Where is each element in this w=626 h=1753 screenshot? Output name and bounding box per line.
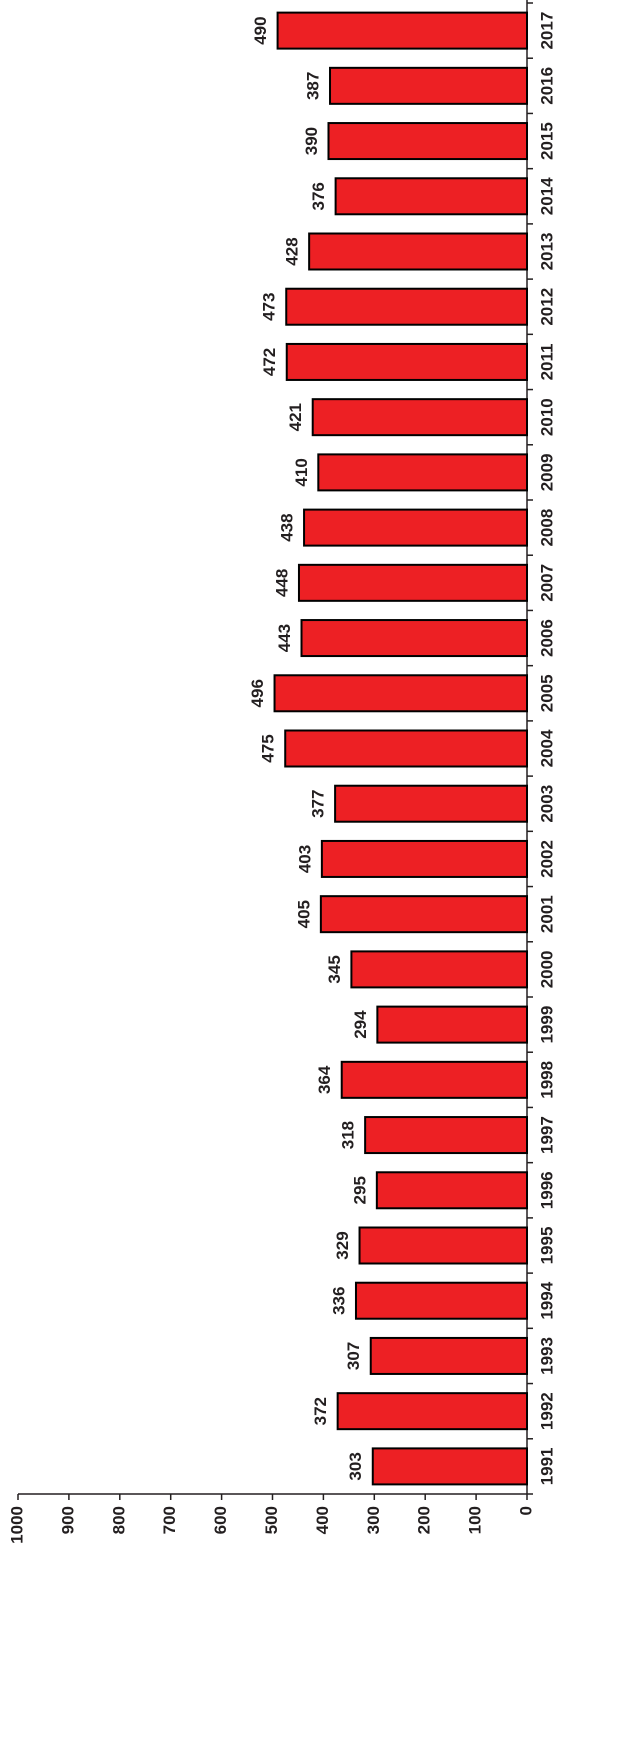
- y-tick-label: 1000: [7, 1506, 26, 1544]
- x-tick-label: 2002: [537, 840, 556, 878]
- bar: [376, 1005, 528, 1044]
- y-tick-label: 0: [516, 1506, 535, 1515]
- x-tick-label: 2008: [537, 509, 556, 547]
- value-label: 438: [278, 513, 297, 541]
- bar: [285, 342, 529, 381]
- y-tick-label: 200: [415, 1506, 434, 1534]
- value-label: 390: [302, 127, 321, 155]
- bar: [327, 122, 528, 161]
- bar: [371, 1447, 529, 1486]
- value-label: 475: [259, 734, 278, 762]
- bar: [284, 729, 528, 768]
- bar: [300, 619, 528, 658]
- x-tick-label: 2007: [537, 564, 556, 602]
- bar: [319, 895, 529, 934]
- value-label: 364: [315, 1065, 334, 1094]
- bar: [350, 950, 528, 989]
- x-tick-label: 1993: [537, 1337, 556, 1375]
- value-label: 377: [309, 790, 328, 818]
- y-tick-label: 700: [160, 1506, 179, 1534]
- y-tick-label: 900: [58, 1506, 77, 1534]
- y-tick-label: 800: [109, 1506, 128, 1534]
- x-tick-label: 2010: [537, 398, 556, 436]
- value-label: 405: [294, 900, 313, 928]
- x-tick-label: 2014: [537, 177, 556, 215]
- y-tick-label: 500: [262, 1506, 281, 1534]
- x-tick-label: 2011: [537, 343, 556, 380]
- bar: [308, 232, 529, 271]
- x-tick-label: 1992: [537, 1392, 556, 1430]
- bar: [285, 287, 529, 326]
- x-tick-label: 2004: [537, 729, 556, 767]
- x-tick-label: 2016: [537, 67, 556, 105]
- bar: [334, 784, 528, 823]
- x-tick-label: 1995: [537, 1227, 556, 1265]
- bar: [334, 177, 528, 216]
- bar: [354, 1281, 529, 1320]
- value-label: 318: [339, 1121, 358, 1149]
- x-tick-label: 2009: [537, 453, 556, 491]
- x-tick-label: 2015: [537, 122, 556, 160]
- value-label: 295: [350, 1176, 369, 1204]
- x-tick-label: 1997: [537, 1116, 556, 1154]
- value-label: 307: [344, 1342, 363, 1370]
- x-tick-label: 2006: [537, 619, 556, 657]
- value-label: 403: [295, 845, 314, 873]
- y-tick-label: 400: [313, 1506, 332, 1534]
- x-tick-label: 2003: [537, 785, 556, 823]
- x-tick-label: 2005: [537, 674, 556, 712]
- y-tick-label: 300: [364, 1506, 383, 1534]
- bar: [317, 453, 528, 492]
- value-label: 473: [260, 293, 279, 321]
- x-tick-label: 1996: [537, 1171, 556, 1209]
- x-tick-label: 2013: [537, 233, 556, 271]
- value-label: 376: [309, 182, 328, 210]
- bar: [336, 1392, 529, 1431]
- bar: [364, 1116, 528, 1155]
- x-tick-label: 2000: [537, 950, 556, 988]
- y-tick-label: 100: [466, 1506, 485, 1534]
- bar: [297, 563, 528, 602]
- value-label: 496: [248, 679, 267, 707]
- x-tick-label: 1991: [537, 1447, 556, 1485]
- value-label: 443: [275, 624, 294, 652]
- x-tick-label: 2001: [537, 895, 556, 933]
- bar: [311, 398, 528, 437]
- value-label: 472: [260, 348, 279, 376]
- x-tick-label: 2017: [537, 12, 556, 50]
- value-label: 428: [283, 237, 302, 265]
- value-label: 448: [272, 569, 291, 597]
- value-label: 490: [251, 16, 270, 44]
- value-label: 336: [329, 1287, 348, 1315]
- value-label: 345: [325, 955, 344, 983]
- value-label: 387: [304, 72, 323, 100]
- value-label: 410: [292, 458, 311, 486]
- value-label: 372: [311, 1397, 330, 1425]
- bar: [303, 508, 529, 547]
- bar: [273, 674, 529, 713]
- bar: [320, 839, 528, 878]
- bar: [340, 1060, 528, 1099]
- value-label: 303: [346, 1452, 365, 1480]
- x-tick-label: 1998: [537, 1061, 556, 1099]
- bar: [329, 66, 528, 105]
- value-label: 329: [333, 1231, 352, 1259]
- bar: [369, 1336, 528, 1375]
- bar: [375, 1171, 528, 1210]
- x-tick-label: 2012: [537, 288, 556, 326]
- x-tick-label: 1994: [537, 1281, 556, 1319]
- x-tick-label: 1999: [537, 1006, 556, 1044]
- value-label: 421: [286, 403, 305, 431]
- value-label: 294: [351, 1010, 370, 1039]
- bar: [276, 11, 528, 50]
- bar: [358, 1226, 528, 1265]
- y-tick-label: 600: [211, 1506, 230, 1534]
